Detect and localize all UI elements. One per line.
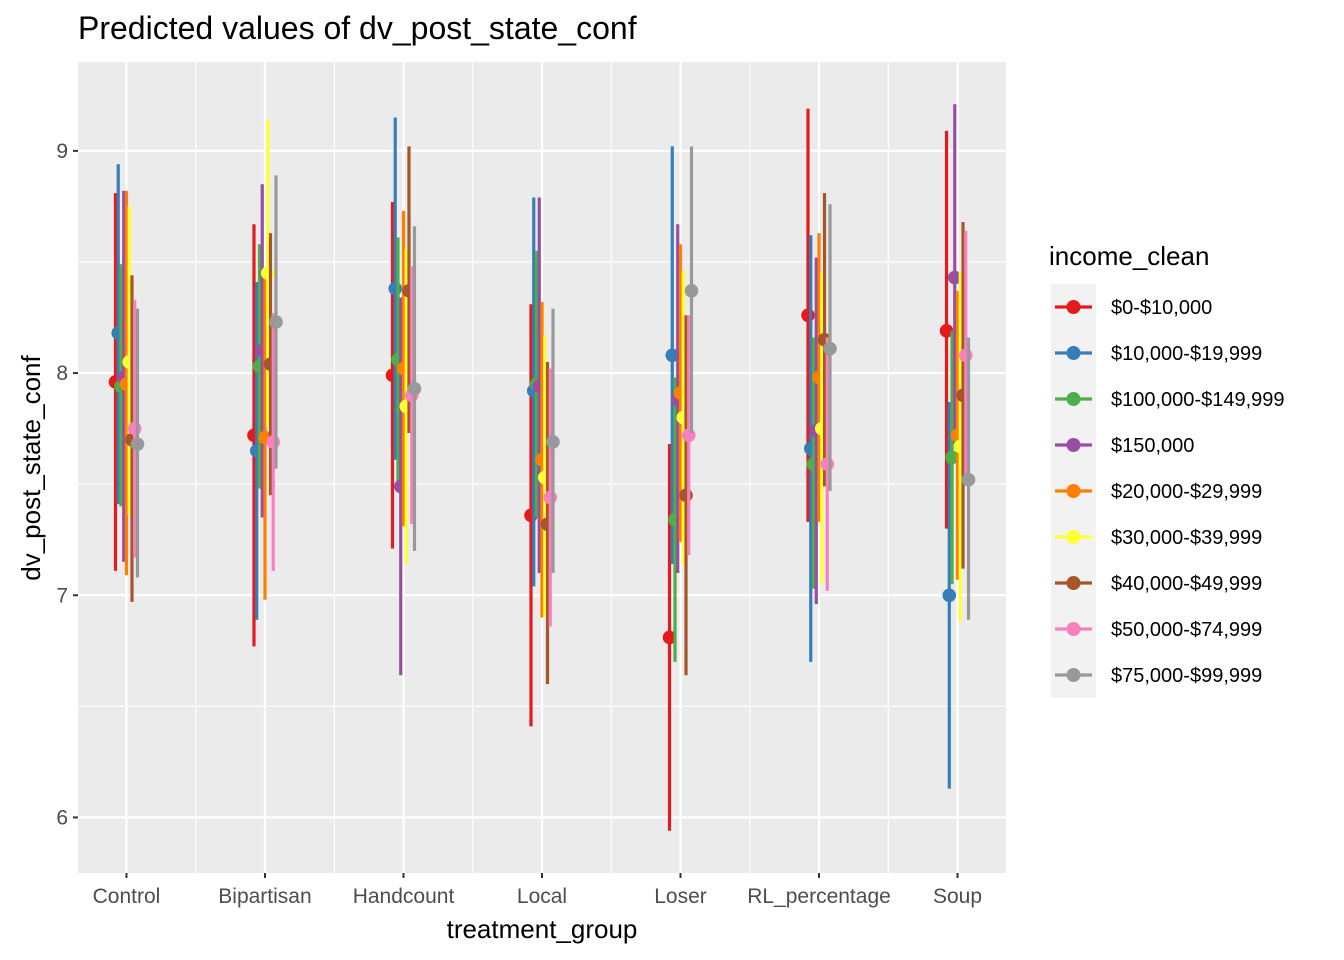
legend-label: $100,000-$149,999 bbox=[1111, 389, 1285, 411]
data-point bbox=[939, 324, 954, 338]
legend-item: $150,000 bbox=[1051, 422, 1194, 468]
legend-item: $10,000-$19,999 bbox=[1051, 330, 1262, 376]
x-tick-label: Bipartisan bbox=[218, 885, 311, 908]
y-tick-label: 9 bbox=[56, 140, 68, 163]
x-axis: Control Bipartisan Handcount Local Loser RL_p… bbox=[93, 873, 982, 908]
x-tick-label: Local bbox=[517, 885, 567, 908]
data-point bbox=[662, 630, 677, 645]
series-group bbox=[111, 117, 957, 789]
y-axis: 6 7 8 9 bbox=[56, 140, 78, 829]
legend-item: $0-$10,000 bbox=[1051, 284, 1212, 330]
legend-item: $100,000-$149,999 bbox=[1051, 376, 1285, 422]
x-axis-title: treatment_group bbox=[447, 914, 638, 944]
data-point bbox=[679, 488, 693, 503]
legend-items: $0-$10,000 $10,000-$19,999 $100,000-$149,9… bbox=[1051, 284, 1285, 698]
data-point bbox=[820, 457, 835, 471]
x-tick-label: Soup bbox=[933, 885, 982, 908]
data-point bbox=[958, 348, 973, 363]
legend-label: $10,000-$19,999 bbox=[1111, 343, 1262, 365]
legend-key-point bbox=[1066, 438, 1081, 452]
legend-label: $30,000-$39,999 bbox=[1111, 527, 1262, 549]
legend-label: $0-$10,000 bbox=[1111, 297, 1212, 319]
legend-label: $75,000-$99,999 bbox=[1111, 665, 1262, 687]
data-point bbox=[260, 266, 275, 280]
data-point bbox=[388, 281, 403, 296]
y-tick-label: 6 bbox=[56, 806, 68, 829]
data-point bbox=[665, 348, 680, 363]
y-tick-label: 8 bbox=[56, 362, 68, 385]
legend-item: $40,000-$49,999 bbox=[1051, 560, 1262, 606]
data-point bbox=[130, 437, 145, 451]
legend-label: $20,000-$29,999 bbox=[1111, 481, 1262, 503]
data-point bbox=[546, 435, 560, 449]
data-point bbox=[801, 308, 815, 323]
x-tick-label: Handcount bbox=[353, 885, 455, 908]
legend-key-point bbox=[1066, 530, 1081, 544]
legend-key-point bbox=[1066, 346, 1081, 360]
x-tick-label: RL_percentage bbox=[747, 885, 891, 908]
series-group bbox=[127, 230, 973, 627]
legend-key-point bbox=[1066, 484, 1081, 498]
legend-key-point bbox=[1066, 622, 1081, 636]
data-point bbox=[127, 421, 142, 436]
legend-item: $20,000-$29,999 bbox=[1051, 468, 1262, 514]
data-point bbox=[684, 284, 699, 298]
data-point bbox=[269, 315, 283, 329]
legend-item: $50,000-$74,999 bbox=[1051, 606, 1262, 652]
data-point bbox=[961, 472, 976, 487]
legend-title: income_clean bbox=[1049, 241, 1209, 271]
legend-label: $40,000-$49,999 bbox=[1111, 573, 1262, 595]
x-tick-label: Loser bbox=[654, 885, 707, 908]
y-tick-label: 7 bbox=[56, 584, 68, 607]
data-point bbox=[266, 435, 281, 449]
y-axis-title: dv_post_state_conf bbox=[16, 354, 46, 580]
x-tick-label: Control bbox=[93, 885, 161, 908]
legend: income_clean $0-$10,000 $10,000-$19,999 $1… bbox=[1049, 241, 1285, 698]
legend-key-point bbox=[1066, 300, 1081, 314]
data-point bbox=[681, 428, 696, 443]
data-point bbox=[947, 270, 962, 285]
series-layer bbox=[108, 104, 976, 831]
legend-key-point bbox=[1066, 576, 1081, 590]
data-point bbox=[407, 381, 422, 396]
legend-key-point bbox=[1066, 392, 1081, 406]
legend-item: $75,000-$99,999 bbox=[1051, 652, 1262, 698]
data-point bbox=[945, 450, 959, 465]
data-point bbox=[823, 341, 837, 356]
data-point bbox=[942, 588, 957, 603]
legend-key-point bbox=[1066, 668, 1081, 682]
legend-item: $30,000-$39,999 bbox=[1051, 514, 1262, 560]
data-point bbox=[543, 490, 558, 505]
series-group bbox=[130, 146, 976, 620]
legend-label: $50,000-$74,999 bbox=[1111, 619, 1262, 641]
legend-label: $150,000 bbox=[1111, 435, 1194, 457]
chart-title: Predicted values of dv_post_state_conf bbox=[78, 10, 637, 46]
